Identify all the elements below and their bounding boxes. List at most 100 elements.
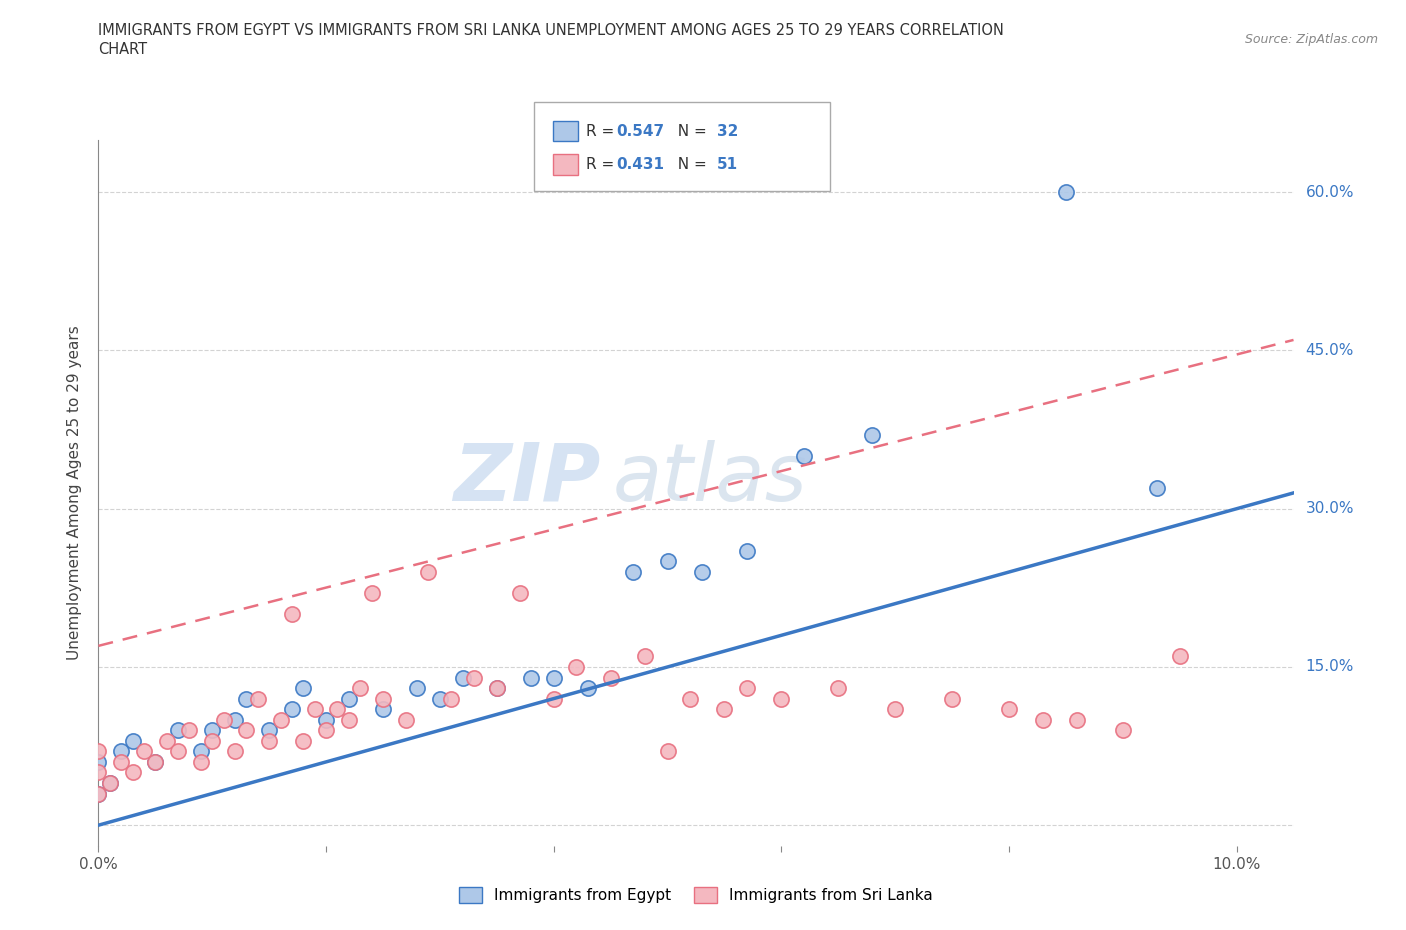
Legend: Immigrants from Egypt, Immigrants from Sri Lanka: Immigrants from Egypt, Immigrants from S… — [453, 881, 939, 910]
Point — [143, 754, 166, 769]
Text: N =: N = — [668, 124, 711, 139]
Point — [565, 659, 588, 674]
Point — [520, 671, 543, 685]
Point — [485, 681, 508, 696]
Point — [224, 712, 246, 727]
Point — [770, 691, 793, 706]
Point — [167, 744, 190, 759]
Point — [257, 734, 280, 749]
Point — [337, 691, 360, 706]
Point — [156, 734, 179, 749]
Point — [87, 754, 110, 769]
Point — [418, 565, 440, 579]
Point — [337, 712, 360, 727]
Point — [190, 744, 212, 759]
Point — [599, 671, 621, 685]
Point — [429, 691, 451, 706]
Point — [281, 606, 304, 621]
Text: 0.547: 0.547 — [616, 124, 664, 139]
Text: N =: N = — [668, 157, 711, 172]
Point — [1054, 185, 1077, 200]
Point — [657, 744, 679, 759]
Point — [110, 744, 132, 759]
Point — [190, 754, 212, 769]
Point — [735, 543, 758, 558]
Point — [257, 723, 280, 737]
Point — [132, 744, 155, 759]
Point — [121, 734, 143, 749]
Point — [1066, 712, 1088, 727]
Point — [576, 681, 599, 696]
Point — [360, 586, 382, 601]
Text: 32: 32 — [717, 124, 738, 139]
Point — [292, 681, 315, 696]
Point — [87, 744, 110, 759]
Text: 15.0%: 15.0% — [1305, 659, 1354, 674]
Point — [543, 691, 565, 706]
Point — [1168, 649, 1191, 664]
Point — [110, 754, 132, 769]
Point — [1146, 480, 1168, 495]
Text: atlas: atlas — [612, 440, 807, 518]
Text: R =: R = — [586, 124, 620, 139]
Point — [793, 448, 815, 463]
Point — [246, 691, 269, 706]
Text: 51: 51 — [717, 157, 738, 172]
Point — [143, 754, 166, 769]
Point — [509, 586, 531, 601]
Point — [179, 723, 201, 737]
Point — [884, 702, 907, 717]
Point — [371, 691, 394, 706]
Y-axis label: Unemployment Among Ages 25 to 29 years: Unemployment Among Ages 25 to 29 years — [67, 326, 83, 660]
Text: CHART: CHART — [98, 42, 148, 57]
Point — [621, 565, 644, 579]
Point — [371, 702, 394, 717]
Point — [395, 712, 418, 727]
Point — [98, 776, 121, 790]
Text: 0.431: 0.431 — [616, 157, 664, 172]
Point — [315, 723, 337, 737]
Point — [1032, 712, 1054, 727]
Point — [860, 428, 883, 443]
Point — [463, 671, 485, 685]
Point — [1112, 723, 1135, 737]
Point — [440, 691, 463, 706]
Point — [827, 681, 849, 696]
Point — [451, 671, 474, 685]
Text: 45.0%: 45.0% — [1305, 343, 1354, 358]
Point — [657, 554, 679, 569]
Point — [121, 765, 143, 780]
Point — [167, 723, 190, 737]
Point — [201, 734, 224, 749]
Point — [235, 723, 257, 737]
Point — [998, 702, 1021, 717]
Point — [270, 712, 292, 727]
Point — [315, 712, 337, 727]
Point — [406, 681, 429, 696]
Point — [87, 765, 110, 780]
Text: R =: R = — [586, 157, 620, 172]
Point — [679, 691, 702, 706]
Point — [485, 681, 508, 696]
Point — [349, 681, 371, 696]
Text: 60.0%: 60.0% — [1305, 185, 1354, 200]
Text: 30.0%: 30.0% — [1305, 501, 1354, 516]
Text: Source: ZipAtlas.com: Source: ZipAtlas.com — [1244, 33, 1378, 46]
Text: IMMIGRANTS FROM EGYPT VS IMMIGRANTS FROM SRI LANKA UNEMPLOYMENT AMONG AGES 25 TO: IMMIGRANTS FROM EGYPT VS IMMIGRANTS FROM… — [98, 23, 1004, 38]
Point — [735, 681, 758, 696]
Point — [634, 649, 657, 664]
Point — [212, 712, 235, 727]
Point — [235, 691, 257, 706]
Point — [224, 744, 246, 759]
Point — [543, 671, 565, 685]
Point — [281, 702, 304, 717]
Point — [713, 702, 735, 717]
Point — [98, 776, 121, 790]
Point — [304, 702, 326, 717]
Point — [87, 786, 110, 801]
Point — [941, 691, 963, 706]
Text: ZIP: ZIP — [453, 440, 600, 518]
Point — [201, 723, 224, 737]
Point — [292, 734, 315, 749]
Point — [326, 702, 349, 717]
